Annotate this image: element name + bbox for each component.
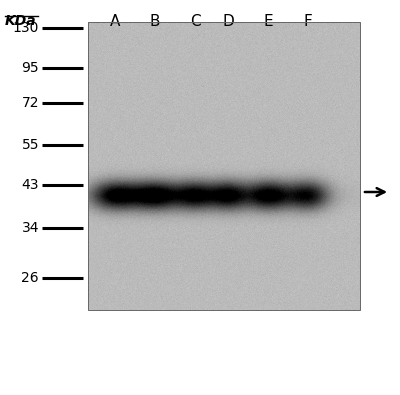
Text: D: D: [222, 14, 234, 29]
Text: 55: 55: [22, 138, 39, 152]
Text: 26: 26: [21, 271, 39, 285]
Text: E: E: [263, 14, 273, 29]
Text: 43: 43: [22, 178, 39, 192]
Text: F: F: [304, 14, 312, 29]
Text: 72: 72: [22, 96, 39, 110]
Text: KDa: KDa: [5, 14, 37, 28]
Text: 130: 130: [13, 21, 39, 35]
Text: A: A: [110, 14, 120, 29]
Text: 95: 95: [21, 61, 39, 75]
Text: 34: 34: [22, 221, 39, 235]
Text: B: B: [150, 14, 160, 29]
Bar: [88, 22, 360, 310]
Text: C: C: [190, 14, 200, 29]
